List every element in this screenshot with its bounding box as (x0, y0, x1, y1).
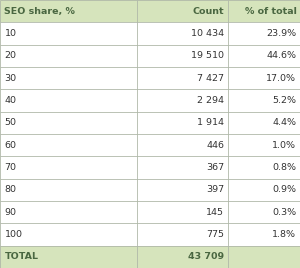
Bar (0, 112, 136, 134)
Bar (228, 45, 300, 67)
Text: 80: 80 (4, 185, 16, 194)
Bar (0, 223, 136, 246)
Text: 40: 40 (4, 96, 16, 105)
Bar (136, 134, 228, 156)
Text: 60: 60 (4, 141, 16, 150)
Text: 0.9%: 0.9% (272, 185, 296, 194)
Text: TOTAL: TOTAL (4, 252, 38, 261)
Text: 100: 100 (4, 230, 22, 239)
Text: 50: 50 (4, 118, 16, 127)
Bar (228, 223, 300, 246)
Text: 7 427: 7 427 (197, 74, 224, 83)
Bar (0, 179, 136, 201)
Bar (228, 246, 300, 268)
Text: 5.2%: 5.2% (272, 96, 296, 105)
Bar (228, 179, 300, 201)
Text: 0.3%: 0.3% (272, 208, 296, 217)
Bar (136, 156, 228, 179)
Text: 0.8%: 0.8% (272, 163, 296, 172)
Bar (136, 112, 228, 134)
Text: 10 434: 10 434 (191, 29, 224, 38)
Text: 30: 30 (4, 74, 16, 83)
Bar (228, 22, 300, 45)
Text: 397: 397 (206, 185, 224, 194)
Text: 4.4%: 4.4% (272, 118, 296, 127)
Bar (136, 201, 228, 223)
Text: 367: 367 (206, 163, 224, 172)
Text: 43 709: 43 709 (188, 252, 224, 261)
Bar (0, 134, 136, 156)
Bar (228, 134, 300, 156)
Text: 1.8%: 1.8% (272, 230, 296, 239)
Bar (136, 179, 228, 201)
Bar (0, 0, 136, 22)
Bar (136, 22, 228, 45)
Bar (136, 67, 228, 89)
Bar (0, 156, 136, 179)
Bar (0, 22, 136, 45)
Bar (228, 156, 300, 179)
Bar (136, 0, 228, 22)
Text: % of total: % of total (244, 7, 296, 16)
Bar (228, 112, 300, 134)
Text: 17.0%: 17.0% (266, 74, 296, 83)
Text: SEO share, %: SEO share, % (4, 7, 75, 16)
Bar (228, 89, 300, 112)
Text: 775: 775 (206, 230, 224, 239)
Text: Count: Count (193, 7, 224, 16)
Bar (0, 201, 136, 223)
Text: 20: 20 (4, 51, 16, 60)
Text: 145: 145 (206, 208, 224, 217)
Bar (136, 45, 228, 67)
Bar (136, 89, 228, 112)
Bar (228, 0, 300, 22)
Text: 1 914: 1 914 (197, 118, 224, 127)
Text: 2 294: 2 294 (197, 96, 224, 105)
Text: 70: 70 (4, 163, 16, 172)
Bar (228, 201, 300, 223)
Bar (0, 45, 136, 67)
Bar (136, 246, 228, 268)
Text: 44.6%: 44.6% (266, 51, 296, 60)
Text: 23.9%: 23.9% (266, 29, 296, 38)
Bar (0, 89, 136, 112)
Text: 90: 90 (4, 208, 16, 217)
Text: 1.0%: 1.0% (272, 141, 296, 150)
Text: 446: 446 (206, 141, 224, 150)
Text: 10: 10 (4, 29, 16, 38)
Bar (0, 67, 136, 89)
Bar (136, 223, 228, 246)
Bar (228, 67, 300, 89)
Bar (0, 246, 136, 268)
Text: 19 510: 19 510 (191, 51, 224, 60)
